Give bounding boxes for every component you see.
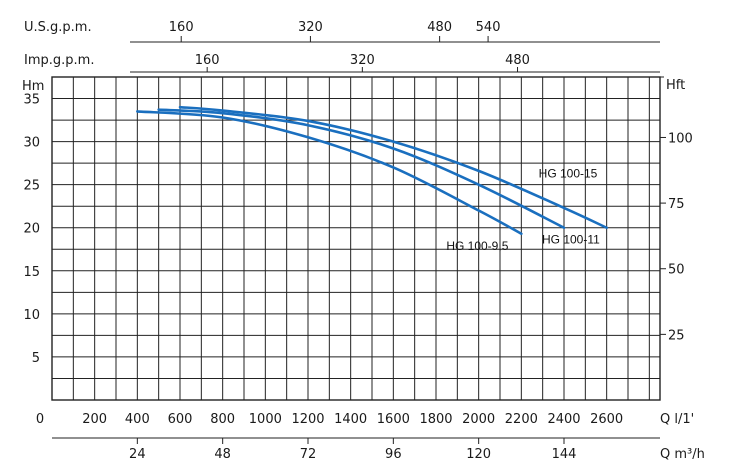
impgpm-tick-label: 160 (195, 53, 220, 68)
series-curve (178, 105, 608, 230)
usgpm-tick-label: 320 (298, 20, 323, 35)
y-left-tick-label: 20 (23, 222, 40, 237)
x-tick-label: 200 (82, 412, 107, 427)
m3h-tick-label: 144 (552, 447, 577, 462)
series-curve (136, 110, 523, 236)
y-right-tick-label: 100 (668, 131, 693, 146)
usgpm-tick-label: 480 (427, 20, 452, 35)
grid (51, 76, 661, 401)
y-left-tick-label: 25 (23, 179, 40, 194)
usgpm-tick-label: 160 (169, 20, 194, 35)
x-tick-label: 1400 (334, 412, 367, 427)
series-label: HG 100-15 (539, 167, 598, 181)
x-tick-label: 600 (168, 412, 193, 427)
m3h-tick-label: 48 (214, 447, 231, 462)
x-tick-label: 2000 (462, 412, 495, 427)
x-tick-label: 400 (125, 412, 150, 427)
y-right-tick-label: 50 (668, 263, 685, 278)
impgpm-axis-label: Imp.g.p.m. (24, 53, 94, 68)
y-right-axis-label: Hft (666, 78, 685, 93)
x-tick-label: 2400 (547, 412, 580, 427)
usgpm-axis-label: U.S.g.p.m. (24, 20, 92, 35)
x-tick-label: 800 (210, 412, 235, 427)
y-right-tick-label: 25 (668, 328, 685, 343)
m3h-tick-label: 72 (300, 447, 317, 462)
impgpm-tick-label: 320 (350, 53, 375, 68)
m3h-tick-label: 96 (385, 447, 402, 462)
y-left-tick-label: 30 (23, 136, 40, 151)
x-tick-label: 1200 (291, 412, 324, 427)
y-left-tick-label: 15 (23, 265, 40, 280)
series-label: HG 100-9,5 (446, 239, 508, 253)
y-right-tick-label: 75 (668, 197, 685, 212)
x-tick-label: 0 (36, 412, 44, 427)
series-curves (136, 105, 608, 236)
x-tick-label: 1000 (249, 412, 282, 427)
m3h-axis-label: Q m³/h (660, 447, 705, 462)
x-tick-label: 2600 (590, 412, 623, 427)
y-left-tick-label: 35 (23, 93, 40, 108)
m3h-tick-label: 24 (129, 447, 146, 462)
m3h-tick-label: 120 (466, 447, 491, 462)
x-tick-label: 1600 (377, 412, 410, 427)
x-tick-label: 1800 (419, 412, 452, 427)
y-left-tick-label: 10 (23, 308, 40, 323)
x-axis-label: Q l/1' (660, 412, 694, 427)
series-label: HG 100-11 (542, 233, 600, 247)
usgpm-tick-label: 540 (476, 20, 501, 35)
series-curve (157, 108, 566, 230)
impgpm-tick-label: 480 (505, 53, 530, 68)
y-left-tick-label: 5 (32, 351, 40, 366)
x-tick-label: 2200 (505, 412, 538, 427)
y-left-axis-label: Hm (22, 79, 44, 94)
plot-frame (51, 76, 661, 401)
